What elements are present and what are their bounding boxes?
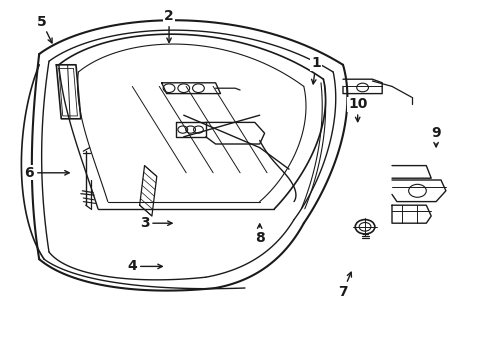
- Text: 5: 5: [37, 15, 52, 43]
- Text: 8: 8: [255, 224, 265, 244]
- Text: 9: 9: [431, 126, 441, 147]
- Text: 2: 2: [164, 9, 174, 42]
- Text: 4: 4: [127, 260, 162, 273]
- Text: 1: 1: [311, 56, 321, 84]
- Text: 3: 3: [140, 216, 172, 230]
- Text: 6: 6: [24, 166, 69, 180]
- Text: 7: 7: [338, 272, 351, 298]
- Text: 10: 10: [348, 98, 368, 122]
